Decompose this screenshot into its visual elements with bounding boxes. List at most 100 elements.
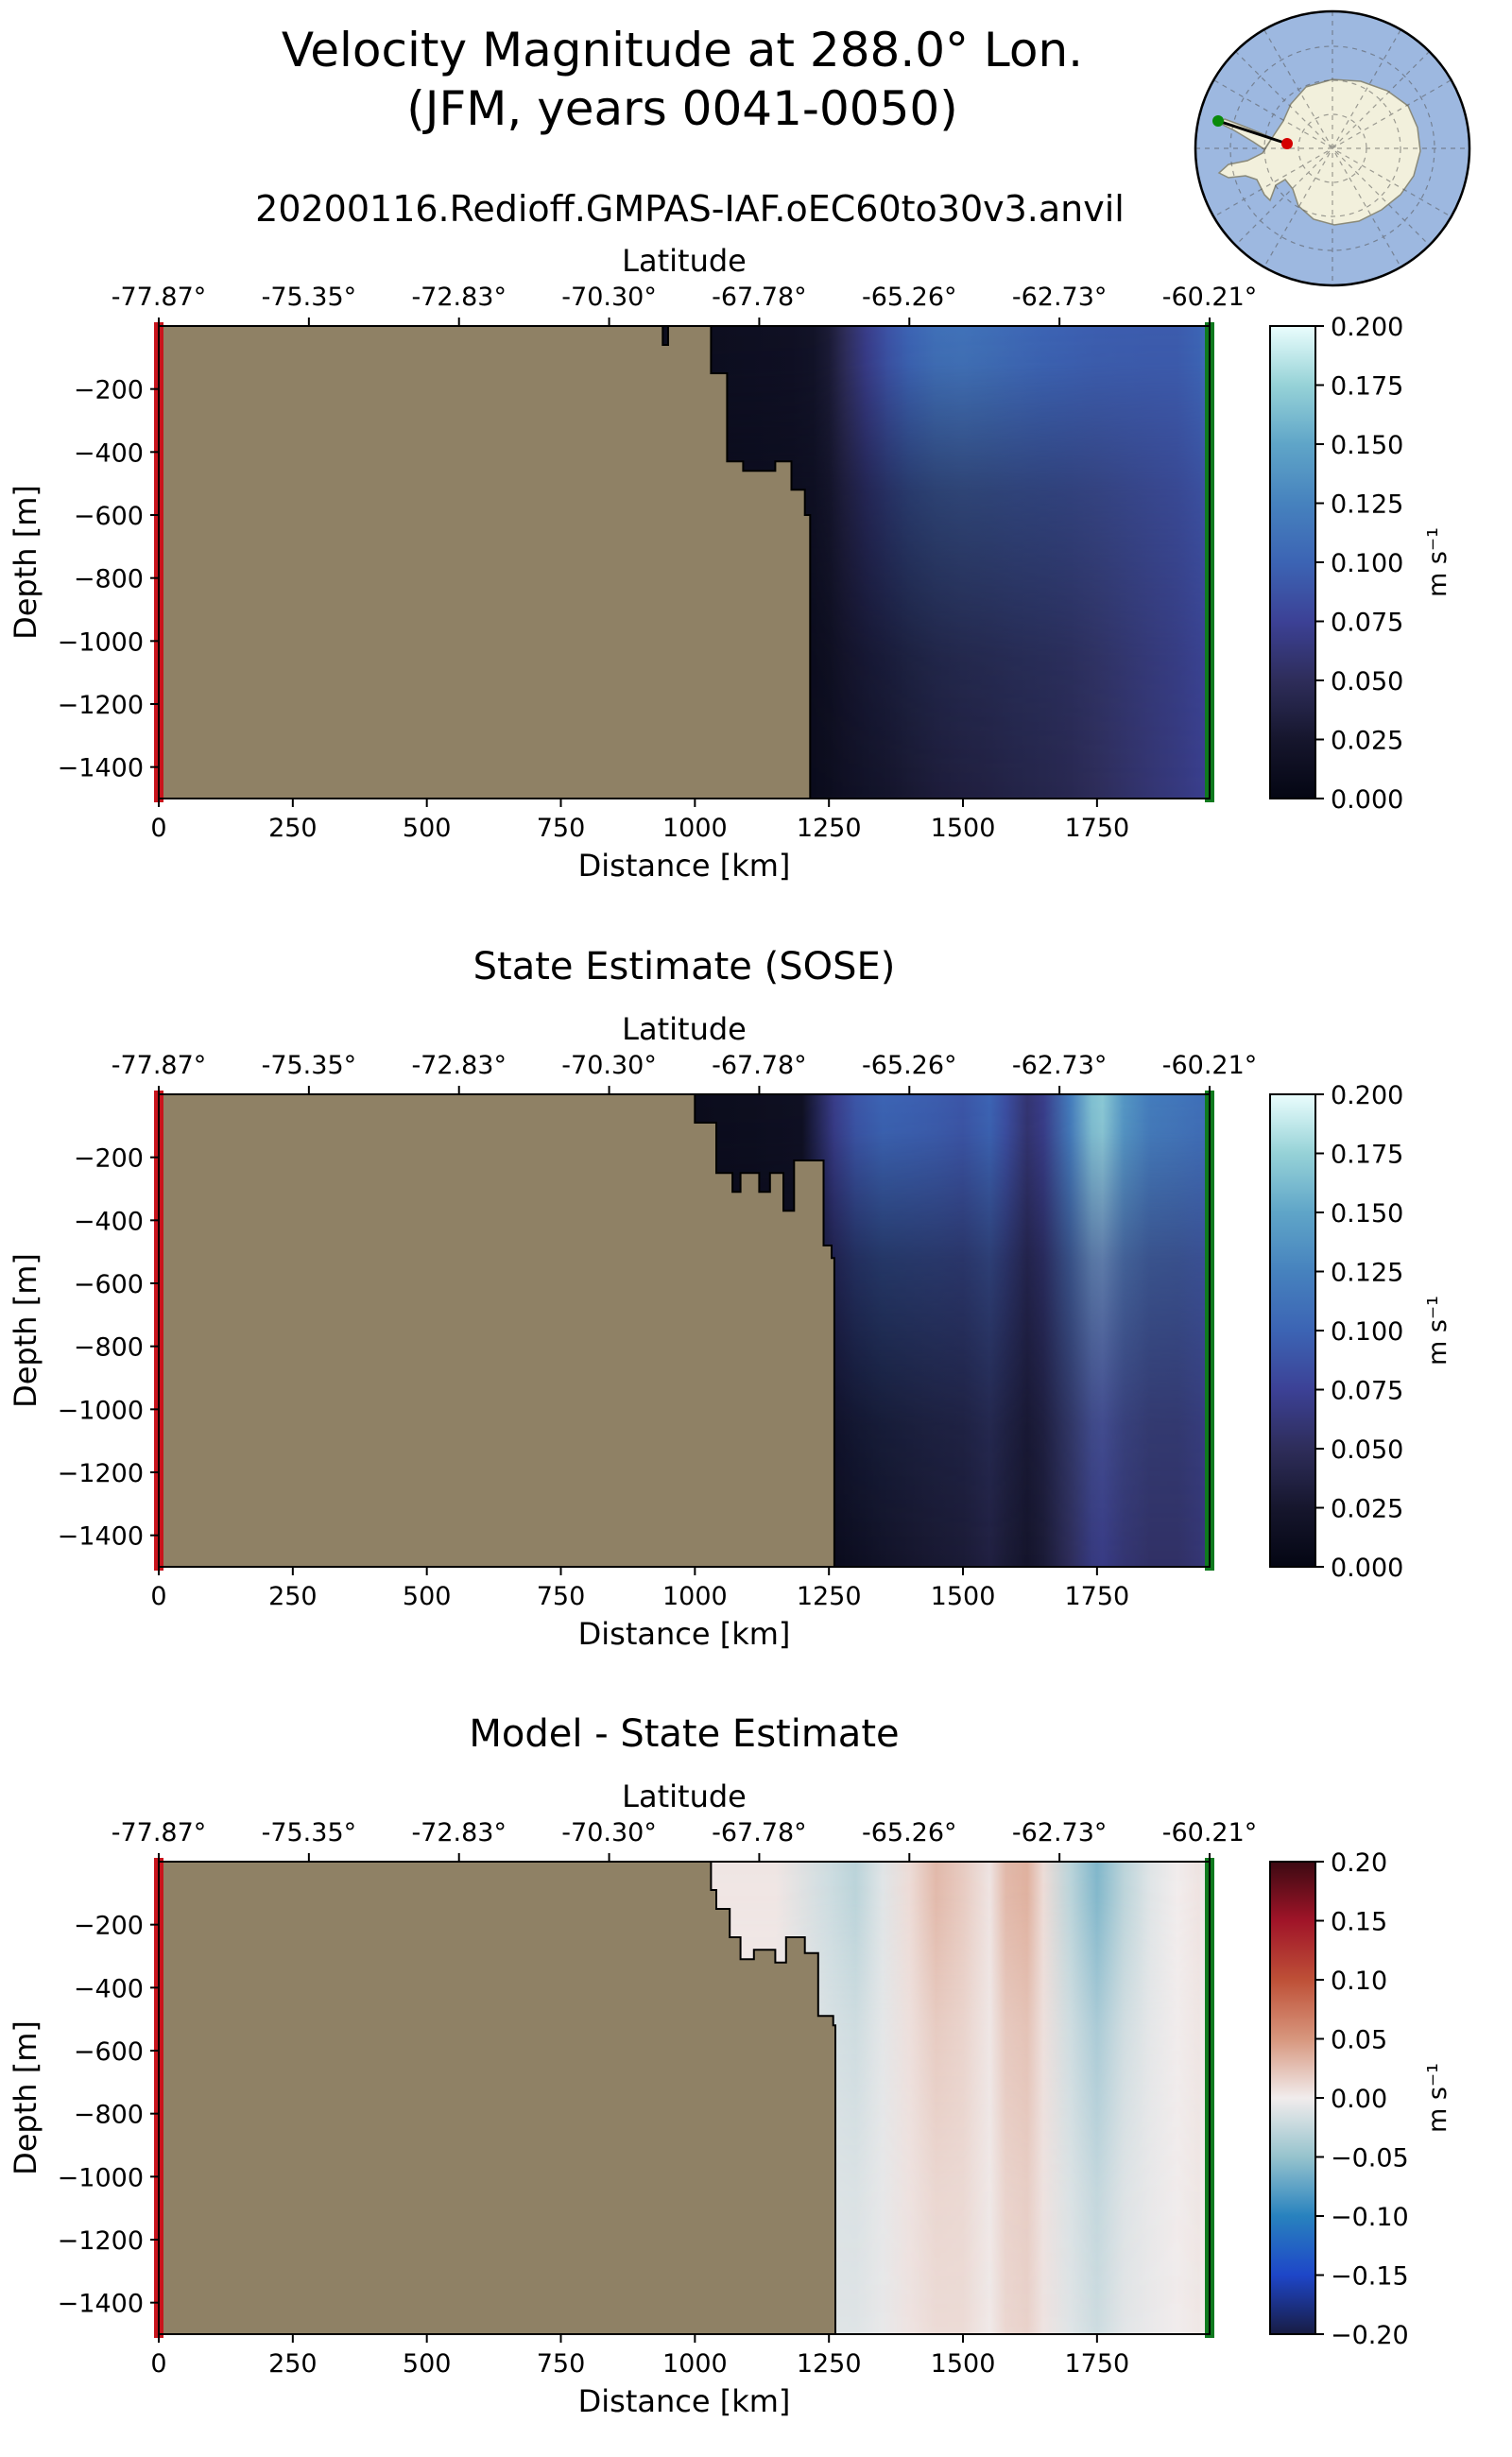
top-tick-label: -72.83°: [411, 1051, 507, 1080]
colorbar-label: m s⁻¹: [1423, 1296, 1452, 1366]
top-tick-label: -60.21°: [1162, 1051, 1258, 1080]
colorbar-tick-label: 0.025: [1331, 1495, 1403, 1524]
colorbar-tick-label: 0.050: [1331, 667, 1403, 696]
colorbar-tick-label: −0.10: [1331, 2203, 1409, 2232]
x-tick-label: 250: [268, 814, 318, 843]
top-tick-label: -70.30°: [561, 1051, 657, 1080]
colorbar-tick-label: 0.175: [1331, 372, 1403, 402]
x-tick-label: 750: [537, 2349, 586, 2379]
transect-end-marker: [1212, 115, 1224, 127]
x-tick-label: 750: [537, 1582, 586, 1611]
colorbar-tick-label: −0.05: [1331, 2144, 1409, 2174]
top-tick-label: -67.78°: [712, 283, 807, 312]
top-tick-label: -65.26°: [862, 1818, 957, 1847]
y-tick-label: −1400: [58, 754, 144, 783]
top-tick-label: -62.73°: [1012, 283, 1108, 312]
top-tick-label: -75.35°: [262, 283, 357, 312]
top-tick-label: -75.35°: [262, 1818, 357, 1847]
colorbar-tick-label: 0.100: [1331, 549, 1403, 578]
x-tick-label: 1250: [797, 1582, 862, 1611]
x-axis-label: Distance [km]: [578, 848, 791, 884]
x-tick-label: 500: [403, 2349, 452, 2379]
colorbar-tick-label: 0.050: [1331, 1435, 1403, 1465]
y-tick-label: −200: [74, 1144, 144, 1174]
colorbar-tick-label: 0.000: [1331, 1554, 1403, 1583]
panel-title: State Estimate (SOSE): [473, 945, 896, 988]
x-tick-label: 500: [403, 814, 452, 843]
top-tick-label: -72.83°: [411, 283, 507, 312]
y-tick-label: −600: [74, 1270, 144, 1299]
transect-start-marker: [1281, 138, 1293, 149]
land-mask: [158, 325, 812, 799]
colorbar-tick-label: 0.025: [1331, 727, 1403, 756]
top-tick-label: -70.30°: [561, 1818, 657, 1847]
x-axis-label: Distance [km]: [578, 2383, 791, 2419]
colorbar-tick-label: 0.15: [1331, 1908, 1387, 1937]
top-tick-label: -60.21°: [1162, 283, 1258, 312]
top-tick-label: -77.87°: [112, 283, 207, 312]
panel-3: Model - State Estimate 0 250 500 750 1000 1250…: [8, 1712, 1452, 2419]
top-axis-label: Latitude: [622, 243, 747, 279]
figure-title-line1: Velocity Magnitude at 288.0° Lon.: [282, 23, 1083, 77]
colorbar-tick-label: −0.20: [1331, 2321, 1409, 2350]
x-tick-label: 250: [268, 1582, 318, 1611]
colorbar-tick-label: 0.10: [1331, 1967, 1387, 1996]
transect-line: [1217, 119, 1288, 146]
antarctica-land: [1217, 78, 1421, 226]
y-tick-label: −800: [74, 565, 144, 594]
top-tick-label: -77.87°: [112, 1051, 207, 1080]
figure-title-line2: (JFM, years 0041-0050): [406, 81, 957, 136]
axes-frame: [158, 325, 1211, 799]
x-tick-label: 1500: [931, 814, 996, 843]
x-tick-label: 1250: [797, 2349, 862, 2379]
colorbar-tick-label: 0.000: [1331, 785, 1403, 815]
x-tick-label: 1000: [662, 1582, 728, 1611]
panel-title: Model - State Estimate: [469, 1712, 899, 1756]
top-tick-label: -60.21°: [1162, 1818, 1258, 1847]
top-axis-label: Latitude: [622, 1011, 747, 1047]
x-tick-label: 1000: [662, 2349, 728, 2379]
land-mask: [158, 1093, 835, 1568]
axes-frame: [158, 1093, 1211, 1568]
colorbar-tick-label: 0.150: [1331, 431, 1403, 460]
colorbar-tick-label: 0.20: [1331, 1848, 1387, 1878]
x-tick-label: 1750: [1064, 1582, 1129, 1611]
colorbar-tick-label: 0.125: [1331, 490, 1403, 520]
y-axis-label: Depth [m]: [8, 485, 43, 640]
y-tick-label: −1200: [58, 1459, 144, 1488]
x-tick-label: 500: [403, 1582, 452, 1611]
y-tick-label: −600: [74, 502, 144, 531]
y-tick-label: −800: [74, 1333, 144, 1363]
x-tick-label: 1250: [797, 814, 862, 843]
y-tick-label: −1400: [58, 1522, 144, 1552]
colorbar-tick-label: 0.075: [1331, 609, 1403, 638]
y-tick-label: −1200: [58, 2226, 144, 2256]
x-tick-label: 1000: [662, 814, 728, 843]
colorbar: −0.20 −0.15 −0.10 −0.05 0.00 0.05 0.10 0.15 0.20…: [1269, 1848, 1452, 2350]
y-tick-label: −1400: [58, 2290, 144, 2319]
colorbar-tick-label: 0.200: [1331, 313, 1403, 342]
y-tick-label: −800: [74, 2101, 144, 2130]
top-tick-label: -65.26°: [862, 1051, 957, 1080]
colorbar-tick-label: 0.100: [1331, 1317, 1403, 1347]
y-tick-label: −1000: [58, 2163, 144, 2192]
x-tick-label: 750: [537, 814, 586, 843]
colorbar-tick-label: 0.175: [1331, 1141, 1403, 1170]
y-tick-label: −200: [74, 1912, 144, 1941]
x-tick-label: 1750: [1064, 814, 1129, 843]
x-tick-label: 0: [150, 2349, 166, 2379]
colorbar-scale: [1269, 1861, 1316, 2335]
colorbar-tick-label: 0.00: [1331, 2085, 1387, 2114]
x-tick-label: 0: [150, 814, 166, 843]
y-tick-label: −400: [74, 1974, 144, 2003]
top-tick-label: -77.87°: [112, 1818, 207, 1847]
top-axis-label: Latitude: [622, 1778, 747, 1814]
map-gridlines: [1195, 11, 1469, 285]
y-tick-label: −400: [74, 1207, 144, 1236]
top-tick-label: -72.83°: [411, 1818, 507, 1847]
x-tick-label: 1750: [1064, 2349, 1129, 2379]
panel-1: 0 250 500 750 1000 1250 1500 1750 Distance [km] -…: [8, 243, 1452, 884]
colorbar: 0.000 0.025 0.050 0.075 0.100 0.125 0.150 0.175…: [1269, 313, 1452, 815]
top-tick-label: -62.73°: [1012, 1051, 1108, 1080]
